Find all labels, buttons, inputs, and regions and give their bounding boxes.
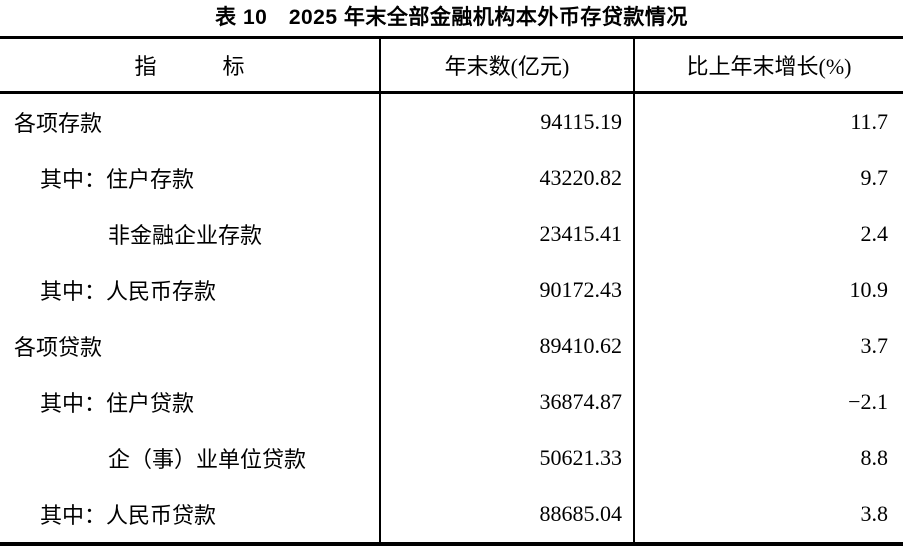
indicator-cell: 其中：人民币贷款 [0, 486, 381, 542]
table-row: 其中：住户存款 43220.82 9.7 [0, 150, 903, 206]
amount-cell: 89410.62 [381, 318, 635, 374]
indicator-cell: 各项贷款 [0, 318, 381, 374]
table-row: 各项存款 94115.19 11.7 [0, 94, 903, 150]
indicator-cell: 各项存款 [0, 94, 381, 150]
growth-cell: 9.7 [860, 165, 889, 190]
growth-cell: 11.7 [850, 109, 888, 134]
header-indicator: 指 标 [0, 39, 381, 91]
growth-cell: −2.1 [848, 389, 888, 414]
amount-cell: 88685.04 [381, 486, 635, 542]
growth-cell: 8.8 [860, 445, 889, 470]
indicator-cell: 企（事）业单位贷款 [0, 430, 381, 486]
indicator-cell: 非金融企业存款 [0, 206, 381, 262]
finance-table: 指 标 年末数(亿元) 比上年末增长(%) 各项存款 94115.19 11.7… [0, 36, 903, 546]
table-title: 表 10 2025 年末全部金融机构本外币存贷款情况 [215, 6, 688, 29]
growth-cell: 3.8 [860, 501, 889, 526]
growth-cell: 2.4 [860, 221, 889, 246]
amount-cell: 43220.82 [381, 150, 635, 206]
amount-cell: 36874.87 [381, 374, 635, 430]
indicator-cell: 其中：住户存款 [0, 150, 381, 206]
table-row: 各项贷款 89410.62 3.7 [0, 318, 903, 374]
indicator-cell: 其中：住户贷款 [0, 374, 381, 430]
header-growth: 比上年末增长(%) [686, 54, 852, 79]
header-amount: 年末数(亿元) [381, 39, 635, 91]
table-row: 企（事）业单位贷款 50621.33 8.8 [0, 430, 903, 486]
table-row: 其中：住户贷款 36874.87 −2.1 [0, 374, 903, 430]
growth-cell: 10.9 [849, 277, 889, 302]
amount-cell: 23415.41 [381, 206, 635, 262]
table-row: 其中：人民币贷款 88685.04 3.8 [0, 486, 903, 542]
table-row: 其中：人民币存款 90172.43 10.9 [0, 262, 903, 318]
indicator-cell: 其中：人民币存款 [0, 262, 381, 318]
table-row: 非金融企业存款 23415.41 2.4 [0, 206, 903, 262]
amount-cell: 90172.43 [381, 262, 635, 318]
amount-cell: 94115.19 [381, 94, 635, 150]
amount-cell: 50621.33 [381, 430, 635, 486]
table-header-row: 指 标 年末数(亿元) 比上年末增长(%) [0, 39, 903, 94]
growth-cell: 3.7 [860, 333, 889, 358]
